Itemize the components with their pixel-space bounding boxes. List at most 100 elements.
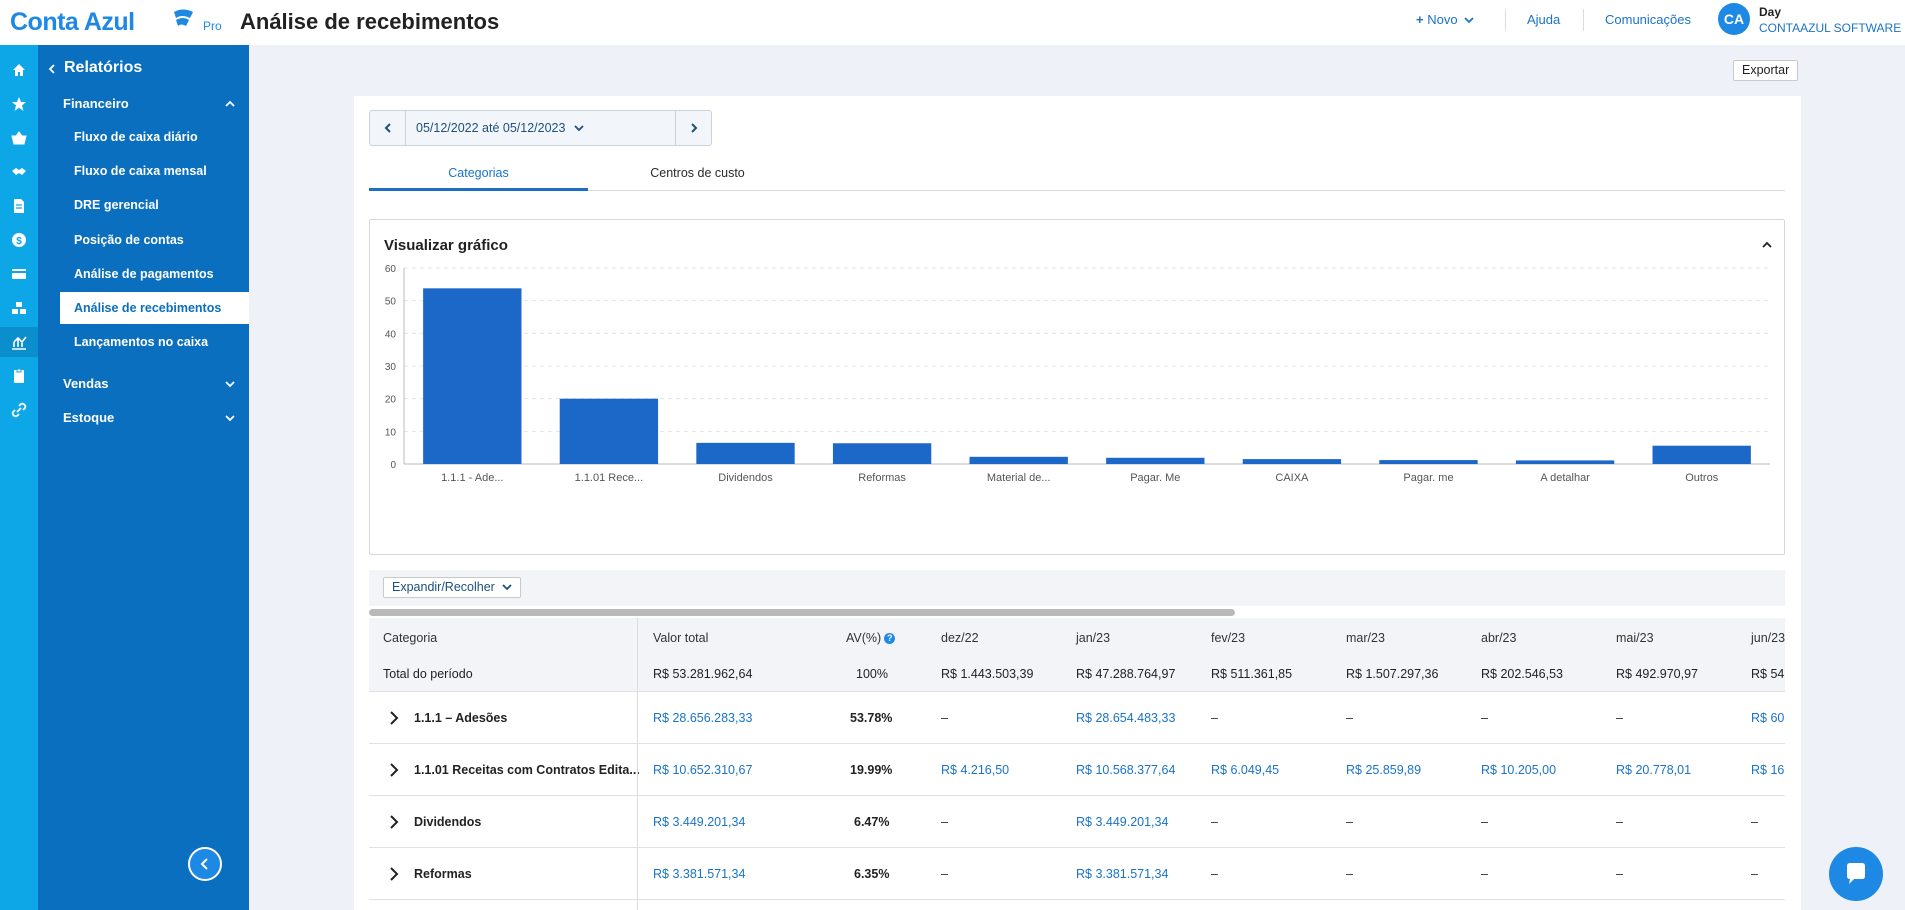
header-valor-total[interactable]: Valor total	[653, 631, 709, 645]
row-month-value[interactable]: R$ 162	[1751, 763, 1785, 777]
header-categoria[interactable]: Categoria	[383, 631, 438, 645]
total-month-value: R$ 511.361,85	[1211, 667, 1293, 681]
row-month-value[interactable]: R$ 600	[1751, 711, 1785, 725]
chevron-down-icon	[502, 584, 512, 591]
chevron-right-icon[interactable]	[387, 865, 401, 883]
sidebar-group-financeiro[interactable]: Financeiro	[63, 96, 249, 111]
row-valor-total[interactable]: R$ 28.656.283,33	[653, 711, 753, 725]
header-month[interactable]: jan/23	[1076, 631, 1111, 645]
sidebar-item-analise-pagamentos[interactable]: Análise de pagamentos	[74, 267, 214, 281]
header-month[interactable]: jun/23	[1751, 631, 1785, 645]
sidebar-group-label: Financeiro	[63, 96, 129, 111]
row-month-value[interactable]: R$ 3.449.201,34	[1076, 815, 1169, 829]
chevron-up-icon[interactable]	[1760, 238, 1774, 252]
company-name[interactable]: CONTAAZUL SOFTWARE	[1759, 21, 1902, 35]
user-name[interactable]: Day	[1759, 5, 1782, 19]
star-icon[interactable]	[0, 89, 38, 119]
tab-centros-de-custo[interactable]: Centros de custo	[650, 166, 745, 180]
chevron-right-icon[interactable]	[387, 709, 401, 727]
communications-link[interactable]: Comunicações	[1605, 12, 1691, 27]
header-month[interactable]: dez/22	[941, 631, 979, 645]
chart-bar	[1379, 460, 1478, 464]
new-button[interactable]: + Novo	[1416, 12, 1474, 27]
row-month-value[interactable]: R$ 28.654.483,33	[1076, 711, 1176, 725]
row-av: 6.47%	[854, 815, 890, 829]
chevron-right-icon[interactable]	[387, 761, 401, 779]
row-valor-total[interactable]: R$ 10.652.310,67	[653, 763, 753, 777]
row-valor-total[interactable]: R$ 3.449.201,34	[653, 815, 746, 829]
sidebar-collapse-button[interactable]	[188, 847, 222, 881]
chart-y-tick-label: 30	[385, 362, 397, 373]
row-month-value[interactable]: R$ 10.205,00	[1481, 763, 1557, 777]
row-category: 1.1.1 – Adesões	[414, 711, 508, 725]
chevron-left-icon	[384, 123, 391, 133]
row-month-value: –	[1481, 867, 1488, 881]
dollar-icon[interactable]: $	[0, 225, 38, 255]
sidebar-title[interactable]: Relatórios	[64, 59, 143, 76]
previous-period-button[interactable]	[370, 111, 406, 145]
sidebar-item-dre[interactable]: DRE gerencial	[74, 198, 159, 212]
brand-logo[interactable]: Conta Azul	[10, 8, 135, 37]
plus-icon: +	[1416, 12, 1424, 27]
row-month-value[interactable]: R$ 10.568.377,64	[1076, 763, 1176, 777]
chart-bar	[696, 442, 795, 464]
export-button[interactable]: Exportar	[1733, 60, 1799, 81]
header-month[interactable]: mai/23	[1616, 631, 1654, 645]
header-av-label: AV(%)	[846, 631, 882, 645]
table-toolbar: Expandir/Recolher	[369, 570, 1785, 606]
sidebar-item-fluxo-mensal[interactable]: Fluxo de caixa mensal	[74, 164, 207, 178]
header-month[interactable]: abr/23	[1481, 631, 1517, 645]
help-link[interactable]: Ajuda	[1527, 12, 1561, 27]
sidebar-item-lancamentos[interactable]: Lançamentos no caixa	[74, 335, 209, 349]
basket-icon[interactable]	[0, 123, 38, 153]
total-month-value: R$ 492.970,97	[1616, 667, 1699, 681]
link-icon[interactable]	[0, 395, 38, 425]
card-icon[interactable]	[0, 259, 38, 289]
row-month-value[interactable]: R$ 6.049,45	[1211, 763, 1280, 777]
sidebar-group-label: Estoque	[63, 410, 115, 425]
expand-collapse-button[interactable]: Expandir/Recolher	[383, 577, 522, 598]
total-month-value: R$ 202.546,53	[1481, 667, 1564, 681]
row-category: 1.1.01 Receitas com Contratos Edita...	[414, 763, 640, 777]
tab-categorias[interactable]: Categorias	[369, 162, 588, 191]
clipboard-icon[interactable]	[0, 361, 38, 391]
total-av: 100%	[856, 667, 888, 681]
help-icon[interactable]: ?	[884, 633, 896, 645]
row-month-value[interactable]: R$ 25.859,89	[1346, 763, 1422, 777]
report-icon[interactable]	[0, 327, 38, 357]
row-month-value: –	[1751, 867, 1758, 881]
boxes-icon[interactable]	[0, 293, 38, 323]
row-month-value[interactable]: R$ 4.216,50	[941, 763, 1010, 777]
expand-collapse-label: Expandir/Recolher	[392, 580, 495, 594]
table-row: Dividendos R$ 3.449.201,34 6.47% – R$ 3.…	[369, 796, 1785, 848]
horizontal-scrollbar[interactable]	[369, 609, 1235, 616]
handshake-icon[interactable]	[0, 157, 38, 187]
sidebar-item-analise-recebimentos[interactable]: Análise de recebimentos	[60, 292, 249, 324]
chart-bar	[1515, 460, 1615, 464]
date-range-dropdown[interactable]: 05/12/2022 até 05/12/2023	[416, 121, 584, 135]
header-month[interactable]: mar/23	[1346, 631, 1385, 645]
row-month-value[interactable]: R$ 3.381.571,34	[1076, 867, 1169, 881]
row-month-value[interactable]: R$ 20.778,01	[1616, 763, 1692, 777]
home-icon[interactable]	[0, 55, 38, 85]
table-row: 1.1.1 – Adesões R$ 28.656.283,33 53.78% …	[369, 692, 1785, 744]
chart-bar	[832, 443, 932, 464]
chart-x-tick-label: CAIXA	[1275, 472, 1309, 484]
row-month-value: –	[1211, 711, 1218, 725]
back-chevron-icon[interactable]	[48, 61, 56, 77]
sidebar-item-fluxo-diario[interactable]: Fluxo de caixa diário	[74, 130, 198, 144]
sidebar-item-posicao-contas[interactable]: Posição de contas	[74, 233, 184, 247]
row-valor-total[interactable]: R$ 3.381.571,34	[653, 867, 746, 881]
sidebar-group-estoque[interactable]: Estoque	[63, 410, 249, 425]
chevron-right-icon[interactable]	[387, 813, 401, 831]
sidebar-group-vendas[interactable]: Vendas	[63, 376, 249, 391]
header-av[interactable]: AV(%)?	[846, 631, 896, 645]
chevron-down-icon	[574, 125, 584, 132]
chat-button[interactable]	[1829, 847, 1883, 901]
row-month-value: –	[1616, 867, 1623, 881]
next-period-button[interactable]	[675, 111, 711, 145]
document-icon[interactable]	[0, 191, 38, 221]
header-month[interactable]: fev/23	[1211, 631, 1246, 645]
chart-bar	[969, 456, 1068, 464]
avatar[interactable]: CA	[1718, 3, 1750, 35]
